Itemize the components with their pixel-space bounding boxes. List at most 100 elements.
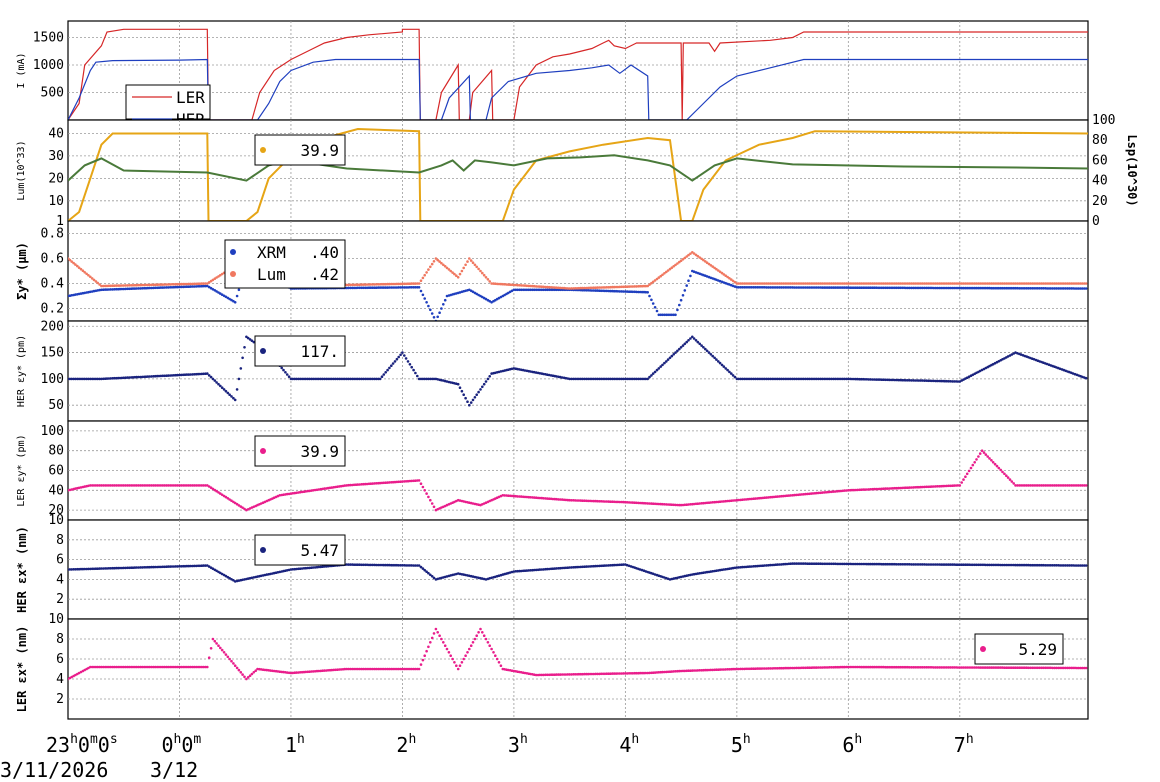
data-point xyxy=(390,286,393,289)
data-point xyxy=(287,671,291,675)
legend: 117. xyxy=(254,335,346,367)
y-tick-label: 150 xyxy=(41,346,64,361)
data-point xyxy=(856,488,859,492)
data-point xyxy=(938,666,941,669)
data-point xyxy=(913,379,917,382)
data-point xyxy=(102,567,105,570)
data-point xyxy=(1008,282,1012,285)
data-point xyxy=(629,377,633,381)
data-point xyxy=(1038,484,1041,487)
data-point xyxy=(559,673,562,676)
data-point xyxy=(499,664,503,667)
data-point xyxy=(111,566,114,570)
data-point xyxy=(991,563,995,567)
data-point xyxy=(520,288,523,292)
data-point xyxy=(241,673,244,676)
data-point xyxy=(767,496,770,499)
data-point xyxy=(475,393,479,397)
data-point xyxy=(211,637,215,641)
data-point xyxy=(343,667,347,671)
data-point xyxy=(670,503,674,507)
data-point xyxy=(128,566,131,570)
data-point xyxy=(1040,282,1043,285)
data-point xyxy=(434,257,438,260)
data-point xyxy=(124,566,127,570)
data-point xyxy=(1070,287,1073,290)
x-tick-label-part: m xyxy=(193,732,201,747)
data-point xyxy=(298,567,302,570)
data-point xyxy=(89,484,92,487)
data-point xyxy=(969,282,973,285)
data-point xyxy=(479,388,482,391)
data-point xyxy=(96,484,99,487)
data-point xyxy=(395,667,399,671)
data-point xyxy=(542,497,545,500)
data-point xyxy=(414,371,417,375)
data-point xyxy=(1036,666,1040,670)
data-point xyxy=(241,506,244,510)
data-point xyxy=(975,666,978,669)
data-point xyxy=(659,365,662,368)
data-point xyxy=(1062,282,1066,285)
data-point xyxy=(798,377,802,381)
data-point xyxy=(141,665,144,669)
data-point xyxy=(507,291,510,295)
data-point xyxy=(980,563,984,567)
data-point xyxy=(323,487,326,490)
data-point xyxy=(910,563,913,566)
data-point xyxy=(882,562,885,566)
series-group xyxy=(68,627,1088,681)
data-point xyxy=(570,566,573,569)
data-point xyxy=(430,262,434,266)
data-point xyxy=(352,283,356,287)
data-point xyxy=(364,667,367,671)
data-point xyxy=(666,503,670,506)
data-point xyxy=(772,563,776,567)
data-point xyxy=(564,287,568,290)
data-point xyxy=(627,501,631,504)
data-point xyxy=(115,376,118,380)
data-point xyxy=(993,462,997,466)
data-point xyxy=(206,282,209,285)
data-point xyxy=(763,667,766,670)
x-tick-label-part: h xyxy=(631,732,639,747)
data-point xyxy=(612,672,616,675)
data-point xyxy=(715,668,718,671)
data-point xyxy=(887,286,891,290)
data-point xyxy=(490,282,493,285)
data-point xyxy=(514,288,518,292)
data-point xyxy=(356,286,360,290)
data-point xyxy=(115,284,118,287)
data-point xyxy=(995,464,999,468)
data-point xyxy=(793,562,796,565)
data-point xyxy=(666,313,670,317)
data-point xyxy=(404,564,408,567)
data-point xyxy=(390,563,393,567)
data-point xyxy=(378,377,382,381)
data-point xyxy=(207,281,211,284)
data-point xyxy=(616,285,620,289)
data-point xyxy=(1038,287,1041,290)
data-point xyxy=(1075,287,1079,290)
data-point xyxy=(691,251,694,254)
data-point xyxy=(200,484,204,487)
data-point xyxy=(183,285,187,289)
panel-frame xyxy=(67,519,1089,620)
data-point xyxy=(878,562,882,566)
data-point xyxy=(702,258,705,262)
data-point xyxy=(172,374,176,377)
data-point xyxy=(458,272,462,276)
data-point xyxy=(393,360,397,363)
data-point xyxy=(679,503,683,507)
data-point xyxy=(1070,564,1073,567)
data-point xyxy=(391,286,395,289)
data-point xyxy=(194,484,198,487)
data-point xyxy=(349,377,352,381)
data-point xyxy=(971,286,975,290)
data-point xyxy=(1031,563,1034,567)
data-point xyxy=(988,457,991,460)
data-point xyxy=(791,666,794,670)
data-point xyxy=(730,278,733,281)
data-point xyxy=(1058,287,1062,290)
data-point xyxy=(835,562,839,566)
